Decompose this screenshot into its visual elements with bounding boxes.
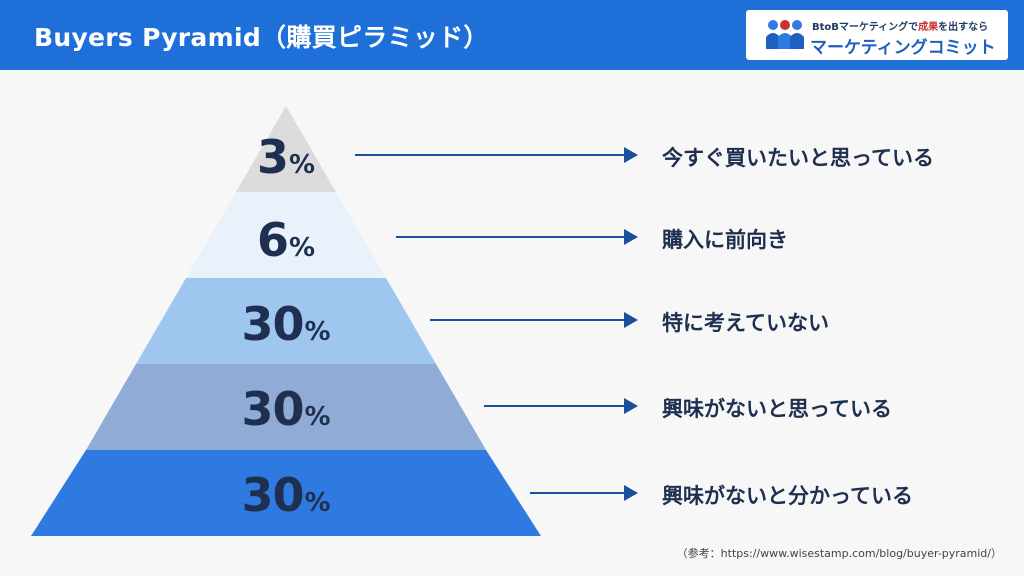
label-tier-2: 購入に前向き <box>662 228 788 252</box>
header-bar: Buyers Pyramid（購買ピラミッド） BtoBマーケティングで成果を出… <box>0 0 1024 70</box>
logo-name: マーケティングコミット <box>810 38 996 58</box>
percent-tier-2: 6% <box>256 213 316 267</box>
label-tier-4: 興味がないと思っている <box>662 397 892 421</box>
label-tier-1: 今すぐ買いたいと思っている <box>662 146 934 170</box>
pyramid-tier-2 <box>186 192 386 278</box>
label-tier-5: 興味がないと分かっている <box>662 484 913 508</box>
pyramid-tier-3 <box>136 278 436 364</box>
percent-tier-3: 30% <box>241 297 331 351</box>
brand-logo: BtoBマーケティングで成果を出すなら マーケティングコミット <box>746 10 1008 60</box>
percent-tier-5: 30% <box>241 468 331 522</box>
label-tier-3: 特に考えていない <box>662 311 829 335</box>
logo-people-icon <box>766 20 804 49</box>
percent-tier-4: 30% <box>241 382 331 436</box>
page-title: Buyers Pyramid（購買ピラミッド） <box>34 23 489 52</box>
pyramid-tier-5 <box>31 450 541 536</box>
source-citation: （参考：https://www.wisestamp.com/blog/buyer… <box>676 547 1002 560</box>
logo-tagline: BtoBマーケティングで成果を出すなら <box>812 22 989 33</box>
pyramid-tier-4 <box>86 364 486 450</box>
pyramid-tier-1 <box>236 106 336 192</box>
percent-tier-1: 3% <box>256 130 316 184</box>
